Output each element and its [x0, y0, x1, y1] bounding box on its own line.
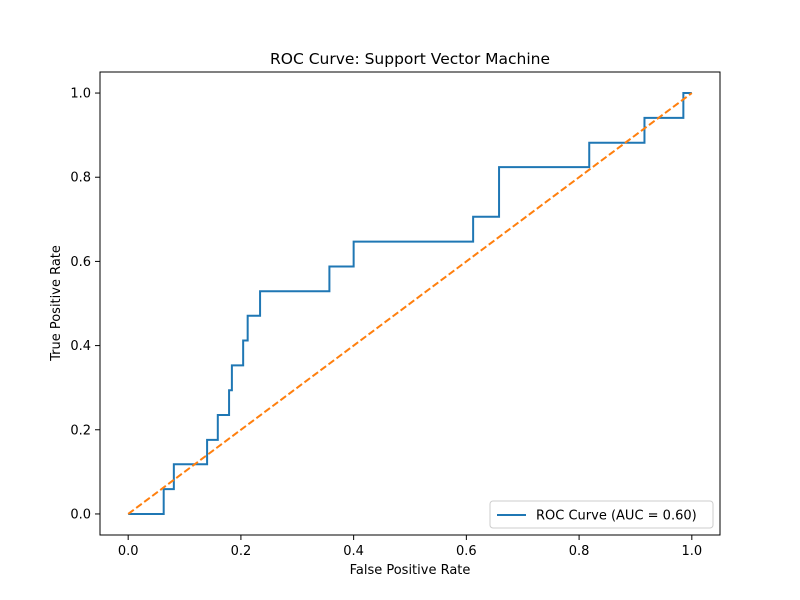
x-tick-label: 0.6 — [456, 544, 477, 559]
legend: ROC Curve (AUC = 0.60) — [489, 500, 714, 529]
axes-frame — [99, 71, 721, 536]
x-tick-label: 0.8 — [569, 544, 590, 559]
x-tick-label: 1.0 — [681, 544, 702, 559]
plot-area — [127, 92, 693, 515]
legend-box — [489, 500, 714, 529]
x-axis-label: False Positive Rate — [350, 563, 471, 578]
y-tick-label: 0.4 — [70, 339, 91, 354]
x-tick-label: 0.4 — [343, 544, 364, 559]
y-tick-label: 0.6 — [70, 255, 91, 270]
y-tick-label: 0.2 — [70, 423, 91, 438]
x-tick-label: 0.2 — [231, 544, 252, 559]
y-tick-label: 0.0 — [70, 507, 91, 522]
legend-label-roc: ROC Curve (AUC = 0.60) — [536, 509, 697, 524]
y-tick-label: 1.0 — [70, 87, 91, 102]
roc-curve-line — [128, 92, 692, 515]
x-tick-label: 0.0 — [118, 544, 139, 559]
diagonal-reference-line — [127, 92, 693, 515]
y-axis-label: True Positive Rate — [49, 245, 64, 362]
axis-ticks: 0.0 0.2 0.4 0.6 0.8 1.0 0.0 0.2 0.4 0.6 0.8 1.0 — [70, 87, 702, 559]
y-tick-label: 0.8 — [70, 171, 91, 186]
chart-title: ROC Curve: Support Vector Machine — [270, 50, 550, 68]
